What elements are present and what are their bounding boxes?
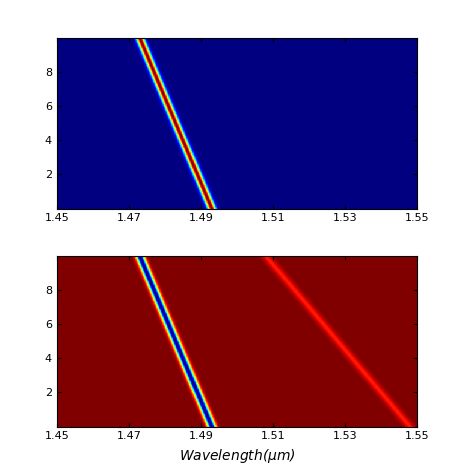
X-axis label: Wavelength($\mu$m): Wavelength($\mu$m) bbox=[179, 447, 295, 465]
